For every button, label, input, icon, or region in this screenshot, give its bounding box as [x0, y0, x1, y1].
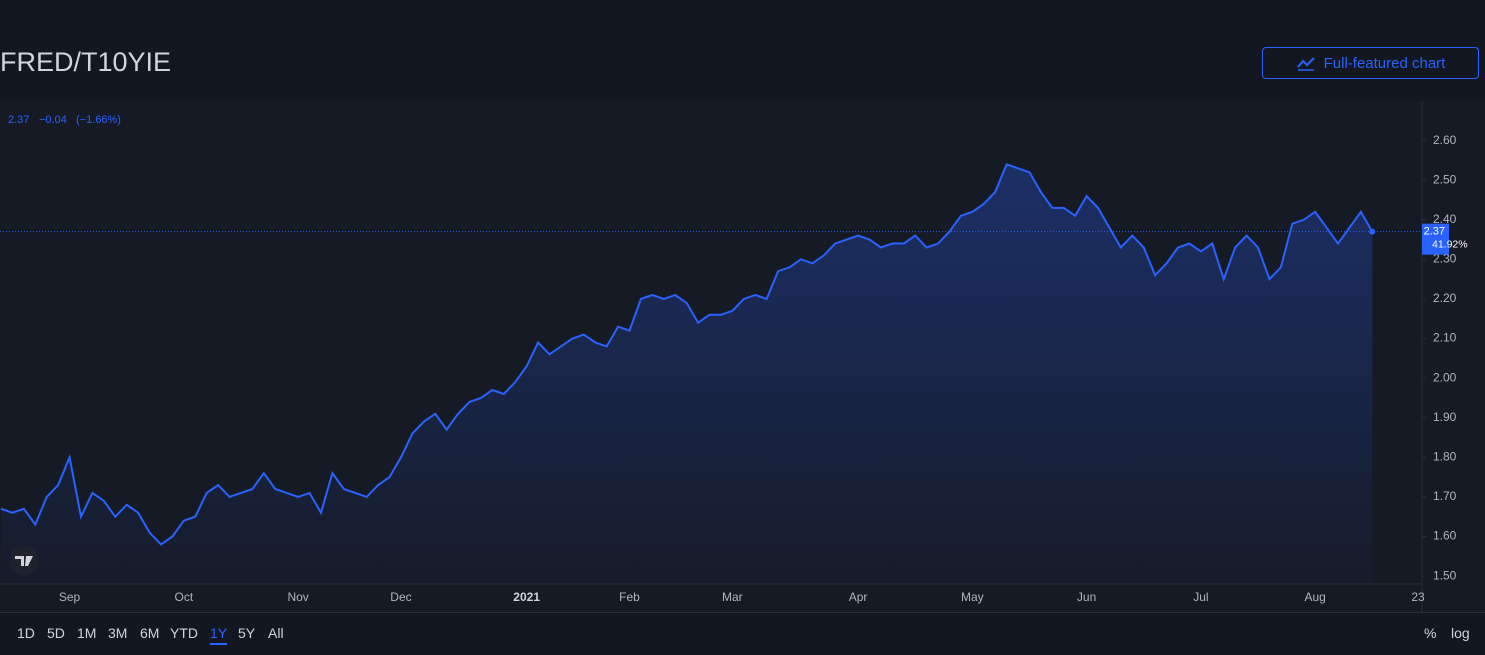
last-point	[1369, 228, 1376, 235]
y-tick-label: 1.80	[1433, 449, 1457, 463]
legend-change-pct: (−1.66%)	[76, 114, 121, 126]
y-tick-label: 1.60	[1433, 529, 1457, 543]
y-tick-label: 2.40	[1433, 212, 1457, 226]
x-tick-label: 23	[1411, 590, 1425, 604]
full-chart-button[interactable]: Full-featured chart	[1262, 47, 1479, 79]
last-badge-pct: 41.92%	[1432, 238, 1468, 250]
title: FRED/T10YIE	[0, 47, 172, 77]
y-tick-label: 1.50	[1433, 568, 1457, 582]
x-tick-label: Mar	[722, 590, 743, 604]
range-button[interactable]: 6M	[140, 625, 160, 641]
range-button[interactable]: All	[268, 625, 284, 641]
area	[1, 164, 1373, 584]
x-tick-label: 2021	[513, 590, 540, 604]
y-tick-label: 2.20	[1433, 291, 1457, 305]
legend-last: 2.37	[8, 114, 29, 126]
y-tick-label: 1.90	[1433, 410, 1457, 424]
x-tick-label: Aug	[1304, 590, 1325, 604]
range-button[interactable]: YTD	[170, 625, 198, 641]
y-tick-label: 2.30	[1433, 252, 1457, 266]
button-label: Full-featured chart	[1323, 54, 1446, 72]
icon	[1296, 57, 1315, 71]
y-tick-label: 2.10	[1433, 331, 1457, 345]
y-tick-label: 2.50	[1433, 172, 1457, 186]
range-button[interactable]: 3M	[108, 625, 128, 641]
chart: 2.37 −0.04 (−1.66%) 1.50 1.60 1.70 1.80 1.90…	[0, 101, 1485, 612]
line	[0, 163, 1374, 546]
x-tick-label: Apr	[849, 590, 868, 604]
scale-toggle[interactable]: %	[1424, 625, 1437, 641]
x-tick-label: Jun	[1077, 590, 1096, 604]
x-tick-label: Oct	[175, 590, 194, 604]
x-tick-label: May	[961, 590, 984, 604]
range-button[interactable]: 5Y	[238, 625, 256, 641]
y-tick-label: 1.70	[1433, 489, 1457, 503]
y-tick-label: 2.00	[1433, 370, 1457, 384]
x-tick-label: Dec	[390, 590, 411, 604]
range-button[interactable]: 5D	[47, 625, 65, 641]
x-tick-label: Sep	[59, 590, 81, 604]
scale-toggle[interactable]: log	[1451, 625, 1470, 641]
range-button[interactable]: 1M	[77, 625, 97, 641]
last-badge	[1422, 223, 1449, 255]
last-badge-price: 2.37	[1424, 226, 1445, 238]
range-button[interactable]: 1Y	[210, 625, 228, 645]
logo	[9, 546, 39, 576]
range-button[interactable]: 1D	[17, 625, 35, 641]
legend-change: −0.04	[39, 114, 67, 126]
toolbar: 1D 5D 1M 3M 6M YTD 1Y 5Y All% log	[0, 612, 1485, 655]
x-tick-label: Feb	[619, 590, 640, 604]
y-tick-label: 2.60	[1433, 133, 1457, 147]
x-tick-label: Jul	[1193, 590, 1208, 604]
x-tick-label: Nov	[287, 590, 308, 604]
